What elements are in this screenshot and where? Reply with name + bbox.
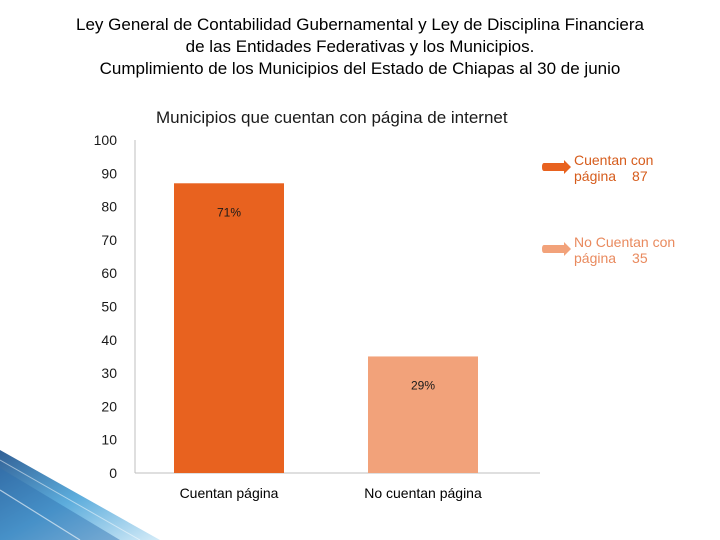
y-tick-label: 80 (101, 199, 117, 215)
title-line-2: de las Entidades Federativas y los Munic… (185, 37, 535, 56)
page-title: Ley General de Contabilidad Gubernamenta… (0, 14, 720, 80)
y-tick-label: 20 (101, 398, 117, 414)
chart-title: Municipios que cuentan con página de int… (156, 108, 508, 127)
corner-decoration (0, 450, 160, 540)
y-tick-label: 50 (101, 299, 117, 315)
y-tick-label: 70 (101, 232, 117, 248)
y-tick-label: 60 (101, 265, 117, 281)
data-label: 29% (411, 378, 435, 392)
x-tick-label: Cuentan página (180, 485, 279, 501)
legend-item-cuentan: Cuentan con página 87 (542, 152, 684, 184)
title-line-3: Cumplimiento de los Municipios del Estad… (99, 59, 621, 78)
data-label: 71% (217, 205, 241, 219)
legend-item-no-cuentan: No Cuentan con página 35 (542, 234, 684, 266)
bar (174, 183, 284, 474)
y-tick-label: 100 (94, 132, 118, 148)
arrow-right-icon (542, 242, 571, 256)
legend-label-no-cuentan: No Cuentan con página 35 (574, 234, 676, 266)
title-line-1: Ley General de Contabilidad Gubernamenta… (76, 15, 644, 34)
legend-label-cuentan: Cuentan con página 87 (574, 152, 654, 184)
arrow-right-icon (542, 160, 571, 174)
x-tick-label: No cuentan página (364, 485, 482, 501)
y-tick-label: 10 (101, 432, 117, 448)
y-tick-label: 40 (101, 332, 117, 348)
y-tick-label: 90 (101, 165, 117, 181)
y-tick-label: 30 (101, 365, 117, 381)
y-tick-label: 0 (109, 465, 117, 481)
bar (368, 356, 478, 473)
